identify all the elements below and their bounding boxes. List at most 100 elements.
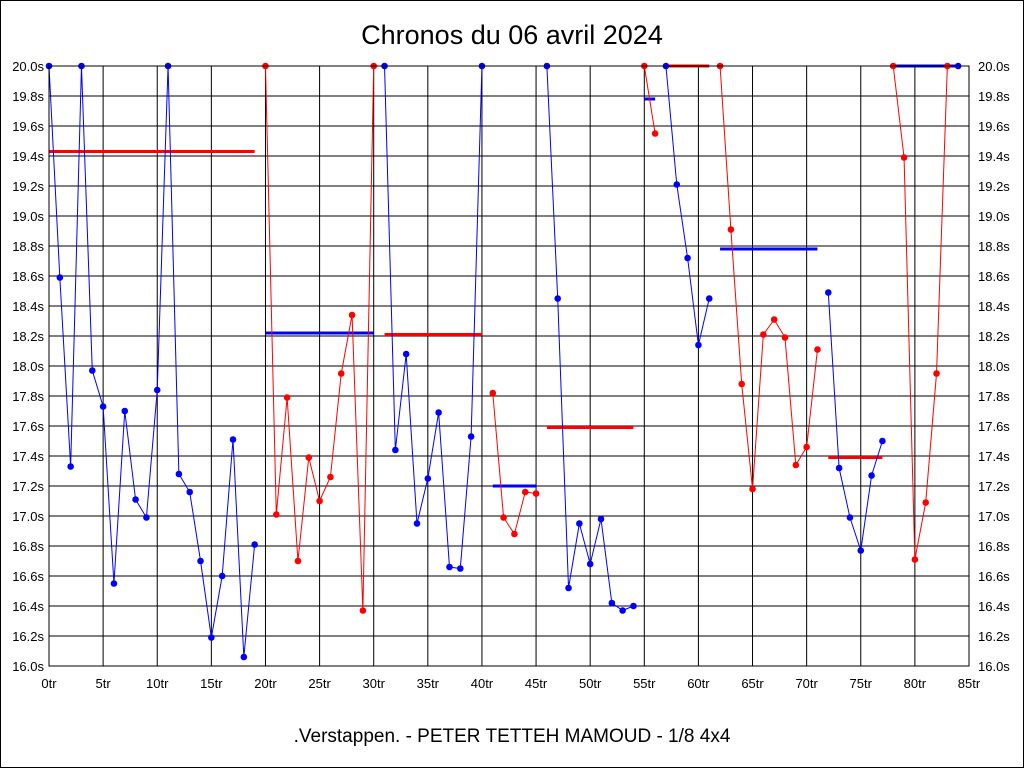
y-tick-label-right: 17.4s (978, 449, 1010, 464)
lap-point (175, 470, 183, 478)
y-tick-label-right: 19.8s (978, 89, 1010, 104)
lap-point (705, 295, 713, 302)
lap-point (760, 331, 767, 338)
y-tick-label-left: 17.8s (12, 389, 44, 404)
lap-point (846, 514, 854, 521)
lap-series (45, 62, 962, 661)
x-tick-label: 35tr (417, 676, 440, 691)
y-tick-label-left: 16.0s (12, 659, 44, 674)
lap-point (684, 254, 691, 262)
lap-point (56, 274, 64, 281)
lap-point (392, 446, 399, 454)
lap-point (608, 599, 616, 607)
lap-point (576, 520, 583, 527)
lap-point (879, 437, 886, 445)
lap-point (240, 653, 248, 661)
x-tick-label: 5tr (96, 676, 112, 691)
plot-border (48, 65, 970, 667)
lap-point (803, 443, 810, 451)
lap-point (651, 130, 659, 137)
lap-point (521, 488, 529, 496)
lap-point (67, 463, 74, 470)
x-tick-label: 10tr (146, 676, 169, 691)
lap-point (88, 367, 96, 374)
lap-point (933, 370, 940, 377)
x-tick-label: 85tr (958, 676, 981, 691)
x-tick-label: 50tr (579, 676, 602, 691)
y-tick-label-right: 19.0s (978, 209, 1010, 224)
lap-point (911, 556, 919, 563)
x-axis-label: .Verstappen. - PETER TETTEH MAMOUD - 1/8… (294, 726, 731, 747)
lap-point (824, 289, 832, 296)
y-tick-label-right: 18.2s (978, 329, 1010, 344)
lap-point (143, 514, 150, 521)
x-tick-label: 40tr (471, 676, 494, 691)
series-line (384, 65, 483, 570)
lap-point (413, 520, 421, 527)
lap-point (467, 433, 475, 440)
y-tick-label-left: 18.2s (12, 329, 44, 344)
y-tick-label-right: 16.8s (978, 539, 1010, 554)
series-line (492, 392, 537, 536)
x-tick-label: 45tr (525, 676, 548, 691)
y-tick-label-left: 17.2s (12, 479, 44, 494)
lap-point (900, 154, 908, 161)
y-tick-label-left: 19.2s (12, 179, 44, 194)
x-tick-label: 80tr (904, 676, 927, 691)
lap-point (132, 496, 139, 503)
lap-point (922, 499, 930, 506)
y-tick-label-right: 19.2s (978, 179, 1010, 194)
y-tick-label-left: 19.0s (12, 209, 44, 224)
lap-point (110, 580, 118, 587)
lap-point (695, 341, 702, 349)
y-tick-label-left: 18.4s (12, 299, 44, 314)
x-tick-label: 25tr (308, 676, 331, 691)
y-tick-label-right: 17.2s (978, 479, 1010, 494)
series-line (643, 65, 656, 134)
lap-point (489, 389, 497, 397)
lap-point (208, 634, 215, 641)
y-tick-label-right: 18.4s (978, 299, 1010, 314)
lap-point (218, 572, 226, 580)
y-tick-label-left: 19.8s (12, 89, 44, 104)
x-tick-label: 0tr (41, 676, 57, 691)
y-tick-label-right: 19.6s (978, 119, 1010, 134)
lap-point (435, 409, 442, 416)
lap-point (456, 565, 464, 572)
series-line (48, 65, 256, 658)
lap-point (597, 515, 605, 523)
lap-point (511, 530, 518, 538)
lap-point (348, 311, 356, 319)
y-tick-label-left: 18.8s (12, 239, 44, 254)
y-tick-label-left: 20.0s (12, 59, 44, 74)
y-tick-label-right: 16.2s (978, 629, 1010, 644)
lap-point (630, 602, 637, 610)
y-tick-label-left: 16.4s (12, 599, 44, 614)
lap-point (272, 511, 280, 518)
series-line (892, 65, 948, 560)
lap-point (586, 560, 594, 568)
x-tick-label: 70tr (795, 676, 818, 691)
y-tick-label-right: 19.4s (978, 149, 1010, 164)
lap-point (868, 472, 875, 479)
x-tick-label: 20tr (254, 676, 277, 691)
lap-point (197, 557, 204, 565)
y-tick-label-left: 17.4s (12, 449, 44, 464)
y-tick-label-left: 19.4s (12, 149, 44, 164)
chart-title: Chronos du 06 avril 2024 (361, 20, 663, 50)
y-tick-label-right: 16.6s (978, 569, 1010, 584)
y-tick-label-right: 18.6s (978, 269, 1010, 284)
lap-point (99, 403, 107, 410)
lap-point (316, 497, 323, 505)
lap-point (619, 607, 626, 614)
lap-point (814, 346, 821, 353)
lap-point (283, 394, 291, 401)
grid (48, 65, 970, 667)
y-tick-label-left: 16.6s (12, 569, 44, 584)
y-tick-label-right: 16.0s (978, 659, 1010, 674)
lap-point (446, 563, 453, 571)
lap-point (337, 370, 345, 377)
x-tick-label: 55tr (633, 676, 656, 691)
lap-point (229, 436, 237, 443)
